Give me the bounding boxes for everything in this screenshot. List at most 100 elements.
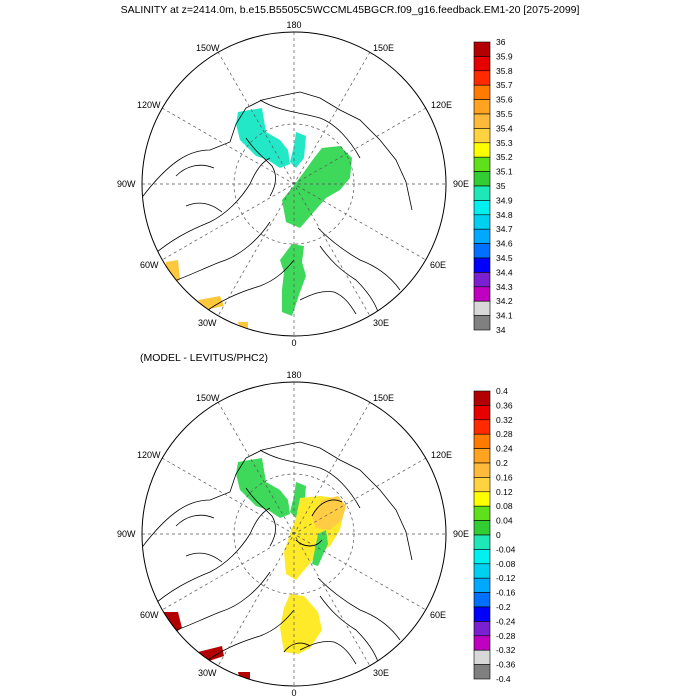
colorbar-tick-label: 34.9 [496,195,513,205]
colorbar-swatch [473,477,491,493]
bottom-grid [142,382,446,686]
colorbar-swatch [473,257,491,273]
top-label-150e: 150E [373,43,394,53]
bottom-label-90w: 90W [117,529,136,539]
difference-subtitle: (MODEL - LEVITUS/PHC2) [140,352,268,364]
colorbar-swatch [473,243,491,259]
colorbar-swatch [473,592,491,608]
colorbar-tick-label: 35.5 [496,109,513,119]
colorbar-swatch [473,272,491,288]
colorbar-swatch [473,433,491,449]
bottom-map: 180 0 90W 90E 150W 150E 120W 120E 60W 60… [117,370,516,698]
bottom-map-fields [142,382,446,686]
colorbar-tick-label: 34.3 [496,282,513,292]
colorbar-swatch [473,390,491,406]
colorbar-tick-label: -0.04 [496,544,516,554]
colorbar-tick-label: 0.16 [496,472,513,482]
bottom-label-150w: 150W [196,393,220,403]
top-map: 180 0 90W 90E 150W 150E 120W 120E 60W 60… [117,20,513,348]
bottom-label-30e: 30E [373,668,389,678]
top-label-30e: 30E [373,318,389,328]
colorbar-swatch [473,41,491,57]
colorbar-swatch [473,563,491,579]
colorbar-tick-label: 35.4 [496,123,513,133]
colorbar-tick-label: 0 [496,530,501,540]
colorbar-swatch [473,228,491,244]
top-label-60w: 60W [140,260,159,270]
colorbar-tick-label: -0.12 [496,573,516,583]
colorbar-swatch [473,128,491,144]
bottom-colorbar: 0.4 0.36 0.32 0.28 0.24 0.2 0.16 0.12 0.08 0.04 0 -… [473,386,516,684]
top-green-region-north [282,146,352,228]
colorbar-swatch [473,491,491,507]
colorbar-tick-label: 35.8 [496,66,513,76]
colorbar-tick-label: 0.08 [496,501,513,511]
top-label-90w: 90W [117,179,136,189]
colorbar-swatch [473,419,491,435]
colorbar-swatch [473,300,491,316]
colorbar-swatch [473,286,491,302]
bottom-label-150e: 150E [373,393,394,403]
colorbar-swatch [473,185,491,201]
colorbar-tick-label: -0.24 [496,616,516,626]
colorbar-tick-label: 34.6 [496,239,513,249]
bottom-yellow-region-south [280,594,322,654]
colorbar-tick-label: -0.32 [496,645,516,655]
colorbar-tick-label: -0.16 [496,588,516,598]
bottom-contours [283,499,343,653]
bottom-coastlines [142,441,413,667]
colorbar-tick-label: 34.1 [496,311,513,321]
colorbar-swatch [473,315,491,331]
colorbar-swatch [473,534,491,550]
colorbar-tick-label: -0.36 [496,660,516,670]
colorbar-swatch [473,577,491,593]
colorbar-tick-label: 36 [496,37,506,47]
colorbar-swatch [473,171,491,187]
colorbar-swatch [473,214,491,230]
bottom-label-60w: 60W [140,610,159,620]
colorbar-tick-label: 35.6 [496,95,513,105]
bottom-label-120e: 120E [431,450,452,460]
colorbar-tick-label: 0.28 [496,429,513,439]
colorbar-tick-label: 34.2 [496,296,513,306]
figure-title: SALINITY at z=2414.0m, b.e15.B5505C5WCCM… [121,4,580,16]
colorbar-swatch [473,70,491,86]
colorbar-swatch [473,200,491,216]
colorbar-tick-label: 0.4 [496,386,508,396]
top-label-150w: 150W [196,43,220,53]
bottom-label-180: 180 [286,370,301,380]
colorbar-tick-label: 34.7 [496,224,513,234]
top-green-region-south [280,244,306,316]
colorbar-tick-label: 35.7 [496,80,513,90]
colorbar-tick-label: 0.32 [496,415,513,425]
colorbar-tick-label: 0.24 [496,444,513,454]
colorbar-tick-label: -0.2 [496,602,511,612]
bottom-green-strip [312,530,328,566]
top-orange-patch-1 [166,260,180,284]
colorbar-tick-label: 0.36 [496,400,513,410]
colorbar-tick-label: 35 [496,181,506,191]
colorbar-tick-label: 0.04 [496,516,513,526]
colorbar-swatch [473,649,491,665]
top-label-30w: 30W [198,318,217,328]
colorbar-tick-label: 35.9 [496,51,513,61]
colorbar-swatch [473,635,491,651]
colorbar-swatch [473,621,491,637]
top-label-120e: 120E [431,100,452,110]
bottom-label-30w: 30W [198,668,217,678]
colorbar-tick-label: -0.4 [496,674,511,684]
colorbar-tick-label: 34.5 [496,253,513,263]
top-label-90e: 90E [453,179,469,189]
colorbar-swatch [473,156,491,172]
top-label-120w: 120W [137,100,161,110]
colorbar-swatch [473,99,491,115]
top-map-fields [142,32,446,336]
colorbar-tick-label: 35.2 [496,152,513,162]
colorbar-swatch [473,405,491,421]
colorbar-swatch [473,549,491,565]
colorbar-tick-label: 0.2 [496,458,508,468]
colorbar-swatch [473,142,491,158]
top-colorbar: 36 35.9 35.8 35.7 35.6 35.5 35.4 35.3 35.2 35.1 35… [473,37,513,335]
bottom-label-90e: 90E [453,529,469,539]
